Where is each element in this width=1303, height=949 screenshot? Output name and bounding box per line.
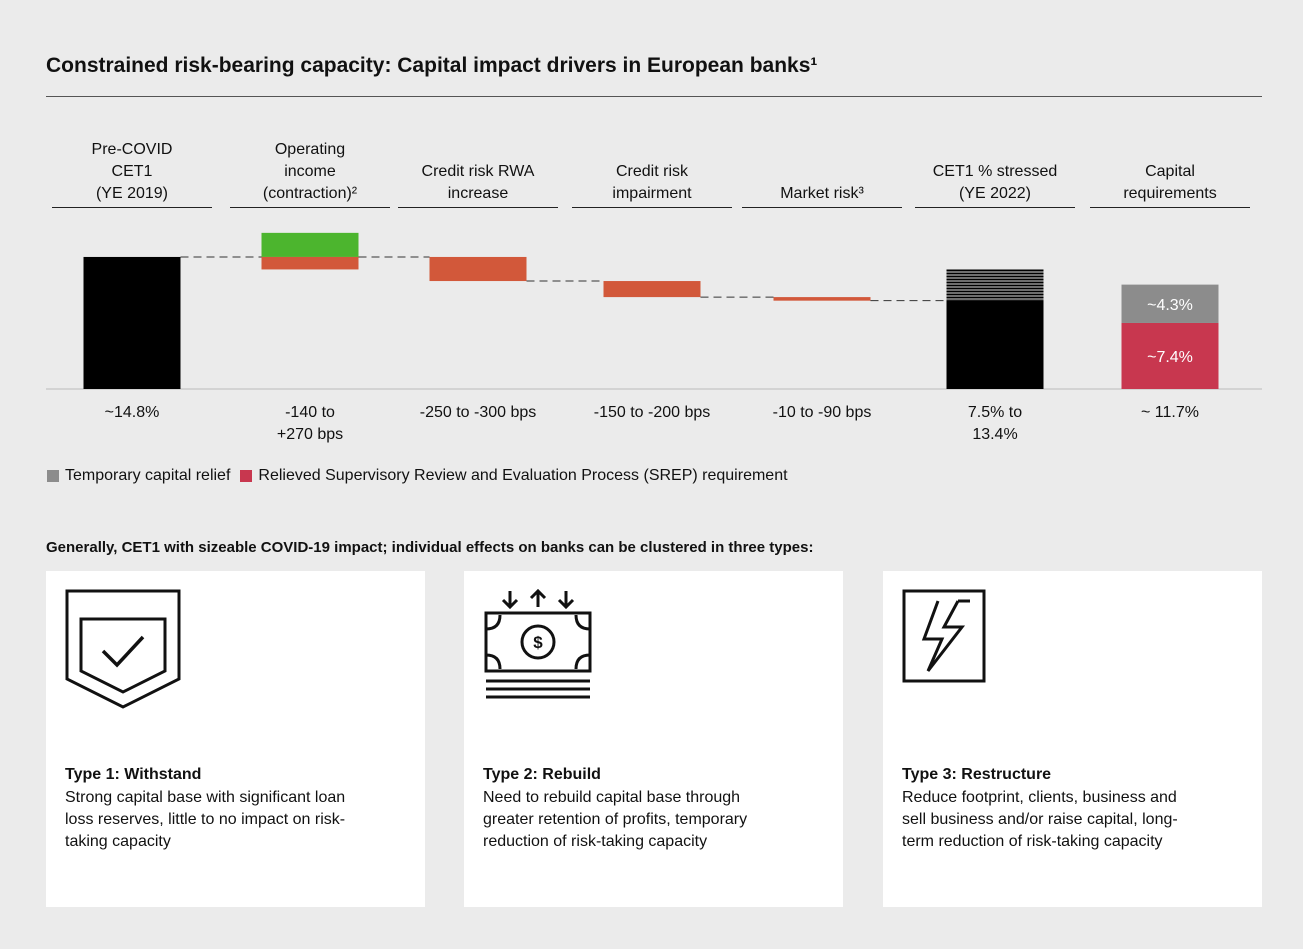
title-rule <box>46 96 1262 97</box>
bar-segment <box>946 300 1044 389</box>
bar-segment <box>603 281 701 298</box>
bar-segment <box>261 232 359 257</box>
range-label: -250 to -300 bps <box>419 404 537 421</box>
card-text: Need to rebuild capital base through gre… <box>483 789 748 850</box>
bar-segment <box>83 256 181 389</box>
card-title: Type 2: Rebuild <box>483 766 601 783</box>
money-icon: $ <box>484 589 592 699</box>
category-label: Capital requirements <box>1090 130 1250 208</box>
legend-swatch <box>47 470 59 482</box>
legend: Temporary capital relief Relieved Supervi… <box>47 467 798 485</box>
card: Type 1: Withstand Strong capital base wi… <box>46 571 425 907</box>
value-label: ~4.3% <box>1147 297 1193 314</box>
title: Constrained risk-bearing capacity: Capit… <box>46 54 818 77</box>
bar-segment <box>773 297 871 301</box>
value-label: ~7.4% <box>1147 349 1193 366</box>
category-label: Credit risk impairment <box>572 130 732 208</box>
chart: ~7.4% ~4.3% <box>46 232 1262 390</box>
bar-segment <box>261 256 359 270</box>
card-title: Type 3: Restructure <box>902 766 1052 783</box>
range-label: ~14.8% <box>104 404 160 421</box>
bar-segment <box>1121 322 1219 389</box>
range-label: ~ 11.7% <box>1141 404 1199 421</box>
legend-label: Relieved Supervisory Review and Evaluati… <box>258 467 788 484</box>
category-label: Operating income (contraction)² <box>230 130 390 208</box>
bar-segment <box>946 269 1044 301</box>
card-text: Strong capital base with significant loa… <box>65 789 346 850</box>
category-label: CET1 % stressed (YE 2022) <box>915 130 1075 208</box>
range-label: -140 to +270 bps <box>276 404 344 443</box>
category-label: Market risk³ <box>742 130 902 208</box>
card: $ Type 2: Rebuild Need to rebuild capita… <box>464 571 843 907</box>
card: Type 3: Restructure Reduce footprint, cl… <box>883 571 1262 907</box>
subheading: Generally, CET1 with sizeable COVID-19 i… <box>46 539 814 556</box>
range-label: -10 to -90 bps <box>772 404 872 421</box>
bar-segment <box>1121 284 1219 323</box>
range-label: 7.5% to 13.4% <box>967 404 1023 443</box>
bar-segment <box>429 256 527 282</box>
range-label: -150 to -200 bps <box>593 404 711 421</box>
shield-icon <box>65 589 181 709</box>
card-title: Type 1: Withstand <box>65 766 202 783</box>
category-label: Pre-COVID CET1 (YE 2019) <box>52 130 212 208</box>
legend-swatch <box>240 470 253 482</box>
lightning-icon <box>902 589 986 683</box>
category-label: Credit risk RWA increase <box>398 130 558 208</box>
legend-label: Temporary capital relief <box>65 467 231 484</box>
svg-text:$: $ <box>533 633 543 652</box>
card-text: Reduce footprint, clients, business and … <box>902 789 1178 850</box>
